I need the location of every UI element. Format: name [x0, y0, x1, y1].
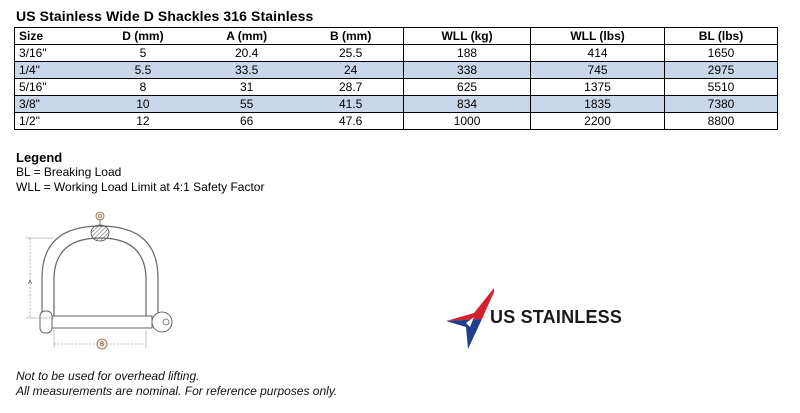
d-dimension-marker [95, 211, 105, 221]
table-row: 3/16" 5 20.4 25.5 188 414 1650 [13, 44, 778, 62]
cell-a-mm: 55 [195, 95, 299, 113]
cell-a-mm: 66 [195, 112, 299, 130]
label-b: B [100, 342, 104, 348]
label-d: D [98, 214, 102, 220]
table-header-row: Size D (mm) A (mm) B (mm) WLL (kg) WLL (… [13, 27, 778, 45]
cell-bl-lbs: 7380 [664, 95, 778, 113]
cell-wll-lbs: 2200 [530, 112, 666, 130]
shackle-diagram: D A B [26, 211, 173, 350]
cell-a-mm: 33.5 [195, 61, 299, 79]
pin-eye [151, 311, 173, 333]
shackle-inner [53, 237, 147, 326]
cell-b-mm: 47.6 [298, 112, 405, 130]
cell-bl-lbs: 8800 [664, 112, 778, 130]
logo-text: US STAINLESS [490, 307, 623, 327]
header-d-mm: D (mm) [90, 27, 196, 45]
header-bl-lbs: BL (lbs) [664, 27, 778, 45]
cell-bl-lbs: 1650 [664, 44, 778, 62]
table-row: 1/4" 5.5 33.5 24 338 745 2975 [13, 61, 778, 79]
disclaimer-notes: Not to be used for overhead lifting. All… [16, 369, 337, 399]
cell-wll-kg: 834 [403, 95, 532, 113]
logo-red-wing [446, 288, 494, 321]
cell-b-mm: 28.7 [298, 78, 405, 96]
pin-head [39, 310, 53, 334]
logo-blue-wing [446, 319, 482, 349]
cell-wll-kg: 625 [403, 78, 532, 96]
header-b-mm: B (mm) [298, 27, 405, 45]
shackle-pin [49, 315, 153, 329]
legend-title: Legend [16, 150, 63, 165]
label-a: A [28, 280, 32, 286]
specs-table: Size D (mm) A (mm) B (mm) WLL (kg) WLL (… [13, 27, 778, 130]
cell-size: 3/16" [13, 44, 91, 62]
legend: Legend BL = Breaking Load WLL = Working … [16, 150, 264, 195]
cell-d-mm: 5.5 [90, 61, 196, 79]
header-wll-kg: WLL (kg) [403, 27, 532, 45]
page-title: US Stainless Wide D Shackles 316 Stainle… [16, 8, 314, 24]
cell-b-mm: 24 [298, 61, 405, 79]
legend-line-wll: WLL = Working Load Limit at 4:1 Safety F… [16, 180, 265, 194]
note-nominal-measurements: All measurements are nominal. For refere… [16, 384, 338, 398]
logo-white-notch [466, 317, 474, 327]
cell-b-mm: 41.5 [298, 95, 405, 113]
cell-d-mm: 12 [90, 112, 196, 130]
cell-wll-kg: 338 [403, 61, 532, 79]
cell-bl-lbs: 2975 [664, 61, 778, 79]
cell-size: 1/4" [13, 61, 91, 79]
header-a-mm: A (mm) [195, 27, 299, 45]
note-overhead-lifting: Not to be used for overhead lifting. [16, 369, 200, 383]
pin-eye-hole [162, 318, 170, 326]
cell-size: 1/2" [13, 112, 91, 130]
table-row: 5/16" 8 31 28.7 625 1375 5510 [13, 78, 778, 96]
cell-wll-lbs: 745 [530, 61, 666, 79]
cell-bl-lbs: 5510 [664, 78, 778, 96]
cell-b-mm: 25.5 [298, 44, 405, 62]
table-row: 3/8" 10 55 41.5 834 1835 7380 [13, 95, 778, 113]
cell-d-mm: 5 [90, 44, 196, 62]
cell-size: 3/8" [13, 95, 91, 113]
cell-a-mm: 20.4 [195, 44, 299, 62]
cell-d-mm: 8 [90, 78, 196, 96]
header-size: Size [13, 27, 91, 45]
table-row: 1/2" 12 66 47.6 1000 2200 8800 [13, 112, 778, 130]
header-wll-lbs: WLL (lbs) [530, 27, 666, 45]
cell-wll-lbs: 414 [530, 44, 666, 62]
cell-d-mm: 10 [90, 95, 196, 113]
cell-wll-lbs: 1375 [530, 78, 666, 96]
legend-line-bl: BL = Breaking Load [16, 165, 122, 179]
cell-wll-lbs: 1835 [530, 95, 666, 113]
b-dimension-marker [96, 338, 108, 350]
cell-a-mm: 31 [195, 78, 299, 96]
crown-section [90, 224, 110, 242]
cell-wll-kg: 188 [403, 44, 532, 62]
us-stainless-logo-icon [446, 288, 494, 349]
cell-wll-kg: 1000 [403, 112, 532, 130]
cell-size: 5/16" [13, 78, 91, 96]
